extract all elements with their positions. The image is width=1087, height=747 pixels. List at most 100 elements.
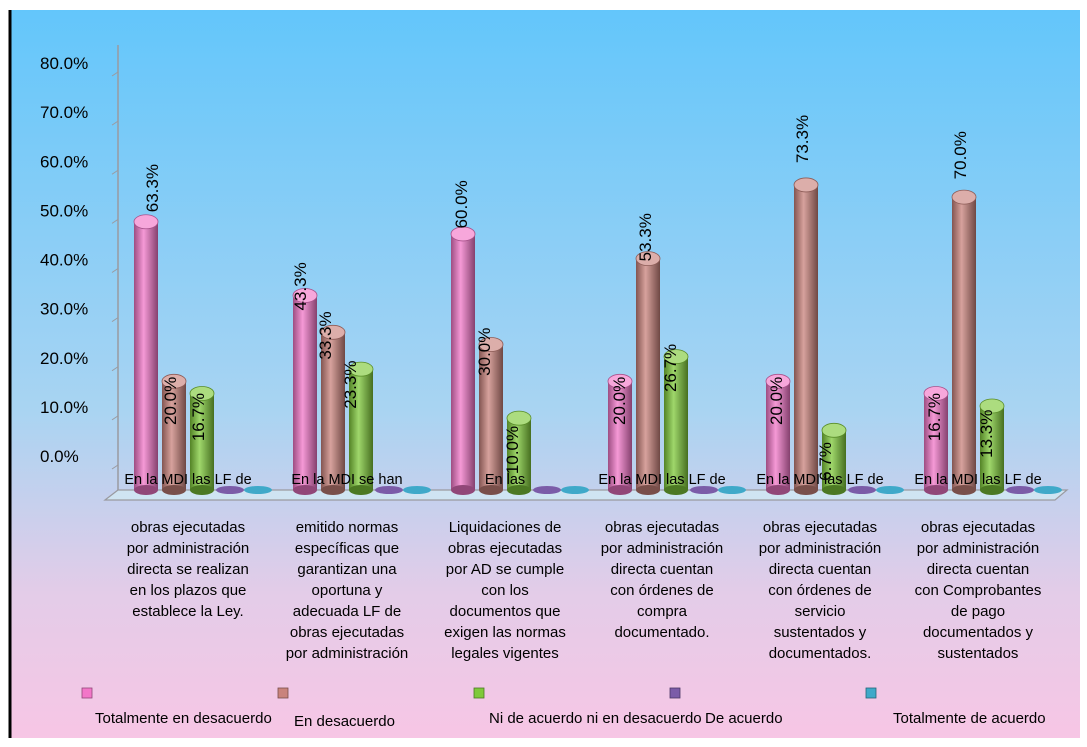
legend-label: De acuerdo bbox=[705, 710, 783, 727]
category-label-line1: En la MDI las LF de bbox=[756, 472, 883, 488]
category-label-line: obras ejecutadas bbox=[605, 519, 719, 536]
legend-item-1: Totalmente en desacuerdo bbox=[81, 687, 272, 727]
category-label-line: servicio bbox=[795, 603, 846, 620]
category-label-line: con órdenes de bbox=[610, 582, 713, 599]
category-label-line: con órdenes de bbox=[768, 582, 871, 599]
bar-empty-5-2 bbox=[403, 486, 431, 494]
data-label-3-6: 13.3% bbox=[977, 410, 996, 458]
bar-empty-5-5 bbox=[876, 486, 904, 494]
bar-3-6 bbox=[979, 398, 1005, 495]
chart-background bbox=[10, 10, 1080, 738]
category-label-line: compra bbox=[637, 603, 688, 620]
data-label-1-4: 20.0% bbox=[610, 377, 629, 425]
category-label-line: garantizan una bbox=[297, 561, 397, 578]
y-tick-mark bbox=[111, 218, 119, 224]
bar-3-3 bbox=[506, 410, 532, 495]
bar-2-2 bbox=[320, 324, 346, 495]
y-tick-label: 50.0% bbox=[40, 201, 88, 220]
category-label-line: adecuada LF de bbox=[293, 603, 401, 620]
legend-item-4: De acuerdo bbox=[669, 687, 783, 727]
bar-empty-4-2 bbox=[375, 486, 403, 494]
y-tick-mark bbox=[111, 464, 119, 470]
data-label-2-3: 30.0% bbox=[475, 328, 494, 376]
y-tick-label: 10.0% bbox=[40, 398, 88, 417]
data-label-1-5: 20.0% bbox=[767, 377, 786, 425]
data-label-2-4: 53.3% bbox=[636, 213, 655, 261]
data-label-3-4: 26.7% bbox=[661, 344, 680, 392]
category-label-line: por administración bbox=[286, 645, 409, 662]
data-label-3-3: 10.0% bbox=[503, 426, 522, 474]
category-label-line: directa se realizan bbox=[127, 561, 249, 578]
bar-3-1 bbox=[189, 386, 215, 495]
y-tick-mark bbox=[111, 120, 119, 126]
category-label-line: establece la Ley. bbox=[132, 603, 243, 620]
legend-swatch bbox=[81, 687, 93, 699]
y-tick-mark bbox=[111, 268, 119, 273]
category-label-line: obras ejecutadas bbox=[448, 540, 562, 557]
category-label-line1: En la MDI se han bbox=[291, 472, 402, 488]
bar-empty-5-6 bbox=[1034, 486, 1062, 494]
bar-2-4 bbox=[635, 251, 661, 495]
data-label-2-5: 73.3% bbox=[793, 115, 812, 163]
bar-empty-5-3 bbox=[561, 486, 589, 494]
legend-swatch bbox=[473, 687, 485, 699]
y-tick-label: 60.0% bbox=[40, 152, 88, 171]
data-label-3-2: 23.3% bbox=[341, 361, 360, 409]
bar-empty-4-4 bbox=[690, 486, 718, 494]
category-label-line: documentos que bbox=[450, 603, 561, 620]
y-tick-label: 40.0% bbox=[40, 251, 88, 270]
category-label-line: con Comprobantes bbox=[915, 582, 1042, 599]
category-label-line: sustentados bbox=[938, 645, 1019, 662]
bar-2-3 bbox=[478, 337, 504, 495]
y-tick-label: 0.0% bbox=[40, 447, 79, 466]
category-label-line1: En la MDI las LF de bbox=[124, 472, 251, 488]
legend-item-5: Totalmente de acuerdo bbox=[865, 687, 1046, 727]
category-label-line: obras ejecutadas bbox=[290, 624, 404, 641]
bar-2-1 bbox=[161, 373, 187, 495]
category-label-line: directa cuentan bbox=[611, 561, 714, 578]
category-label-line: documentados. bbox=[769, 645, 872, 662]
category-label-line: específicas que bbox=[295, 540, 399, 557]
category-label-line: obras ejecutadas bbox=[131, 519, 245, 536]
category-label-line1: En las bbox=[485, 472, 525, 488]
bar-empty-5-4 bbox=[718, 486, 746, 494]
data-label-1-3: 60.0% bbox=[452, 180, 471, 228]
category-label-line: obras ejecutadas bbox=[921, 519, 1035, 536]
bar-empty-4-6 bbox=[1006, 486, 1034, 494]
bar-empty-5-1 bbox=[244, 486, 272, 494]
bar-1-4 bbox=[607, 373, 633, 495]
category-label-line: por administración bbox=[917, 540, 1040, 557]
y-tick-mark bbox=[111, 71, 119, 77]
category-label-line: por administración bbox=[759, 540, 882, 557]
category-label-line: oportuna y bbox=[312, 582, 383, 599]
category-label-line: legales vigentes bbox=[451, 645, 559, 662]
legend-swatch bbox=[669, 687, 681, 699]
legend-swatch bbox=[865, 687, 877, 699]
legend-swatch bbox=[277, 687, 289, 699]
y-tick-label: 30.0% bbox=[40, 300, 88, 319]
category-label-line: emitido normas bbox=[296, 519, 399, 536]
y-tick-mark bbox=[111, 415, 119, 421]
data-label-1-1: 63.3% bbox=[143, 164, 162, 212]
category-label-line: documentados y bbox=[923, 624, 1034, 641]
data-label-2-2: 33.3% bbox=[316, 311, 335, 359]
y-tick-label: 70.0% bbox=[40, 103, 88, 122]
data-label-1-6: 16.7% bbox=[925, 393, 944, 441]
bar-empty-4-1 bbox=[216, 486, 244, 494]
legend-item-2: En desacuerdo bbox=[277, 687, 395, 730]
legend-item-3: Ni de acuerdo ni en desacuerdo bbox=[473, 687, 702, 727]
bar-3-2 bbox=[348, 361, 374, 495]
legend-label: Ni de acuerdo ni en desacuerdo bbox=[489, 710, 702, 727]
category-label-line: Liquidaciones de bbox=[449, 519, 562, 536]
bar-1-6 bbox=[923, 386, 949, 495]
bar-empty-4-3 bbox=[533, 486, 561, 494]
data-label-3-5: 6.7% bbox=[816, 442, 835, 481]
bar-1-2 bbox=[292, 288, 318, 495]
category-label-line: por administración bbox=[127, 540, 250, 557]
category-label-line: de pago bbox=[951, 603, 1005, 620]
y-tick-mark bbox=[111, 317, 119, 323]
bar-empty-4-5 bbox=[848, 486, 876, 494]
category-label-line: en los plazos que bbox=[130, 582, 247, 599]
category-label-line1: En la MDI las LF de bbox=[598, 472, 725, 488]
legend-label: Totalmente de acuerdo bbox=[893, 710, 1046, 727]
